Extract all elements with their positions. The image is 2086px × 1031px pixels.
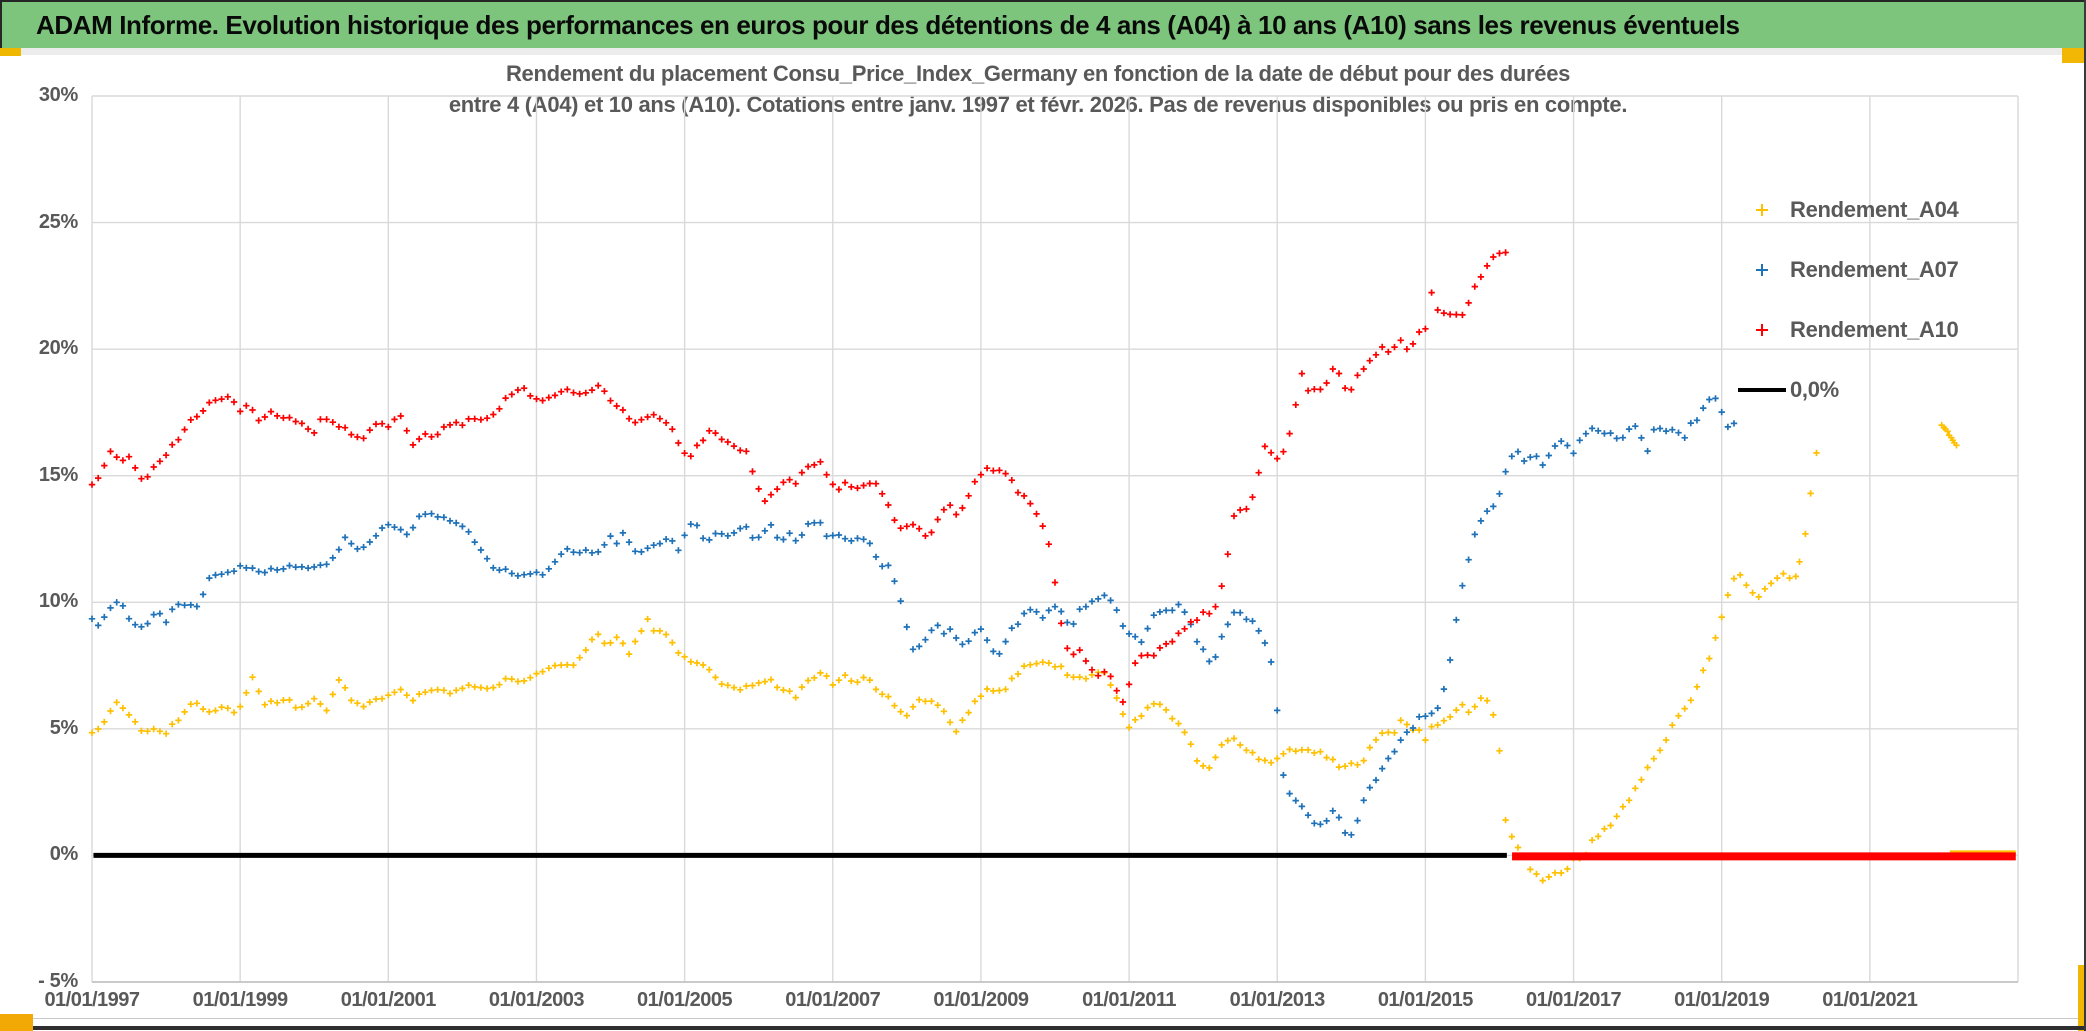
- y-tick-label: 0%: [49, 843, 79, 866]
- Rendement_A04-markers: [88, 570, 1799, 884]
- Rendement_A10-markers: [88, 249, 1509, 706]
- legend-label: Rendement_A07: [1790, 257, 1959, 282]
- legend-plus-marker-icon: [1756, 264, 1768, 276]
- y-tick-label: 15%: [38, 463, 78, 486]
- x-tick-label: 01/01/1999: [192, 989, 289, 1011]
- y-tick-label: 25%: [38, 210, 78, 233]
- legend-label: Rendement_A04: [1790, 197, 1959, 222]
- legend-line-swatch: [1738, 388, 1786, 392]
- Rendement_A04-markers: [1938, 421, 1960, 449]
- legend-item-rendement-a07[interactable]: Rendement_A07: [1736, 256, 1959, 284]
- legend-plus-marker-icon: [1756, 324, 1768, 336]
- x-tick-label: 01/01/2009: [933, 989, 1029, 1011]
- x-tick-label: 01/01/2017: [1525, 989, 1622, 1011]
- y-tick-label: 30%: [38, 84, 78, 106]
- window-right-border: [2084, 0, 2086, 1031]
- x-tick-label: 01/01/2001: [340, 989, 437, 1011]
- gold-accent-bottom-right: [2078, 965, 2085, 1031]
- x-tick-label: 01/01/2021: [1822, 989, 1918, 1011]
- legend-item-rendement-a04[interactable]: Rendement_A04: [1736, 196, 1959, 224]
- gold-accent-bottom-left: [0, 1014, 33, 1031]
- legend-item-rendement-a10[interactable]: Rendement_A10: [1736, 316, 1959, 344]
- x-tick-label: 01/01/2007: [785, 989, 881, 1011]
- x-tick-label: 01/01/2011: [1082, 989, 1177, 1011]
- Rendement_A07-markers: [88, 395, 1738, 838]
- report-header-bar: ADAM Informe. Evolution historique des p…: [2, 2, 2084, 48]
- chart-subtitle-line1: Rendement du placement Consu_Price_Index…: [505, 61, 1571, 86]
- y-tick-label: 5%: [49, 716, 79, 739]
- header-underline-strip: [0, 48, 2086, 55]
- Rendement_A04-markers: [1796, 449, 1820, 565]
- window-bottom-border: [33, 1026, 2086, 1030]
- legend-label: 0,0%: [1790, 377, 1839, 402]
- window-left-border: [0, 0, 2, 54]
- legend-item-0-0-[interactable]: 0,0%: [1736, 376, 1839, 404]
- window-top-border: [0, 0, 2086, 2]
- x-tick-label: 01/01/2015: [1377, 989, 1474, 1011]
- x-tick-label: 01/01/2003: [488, 989, 585, 1011]
- y-tick-label: 20%: [38, 337, 78, 360]
- gold-accent-left: [0, 48, 21, 56]
- y-tick-label: 10%: [38, 590, 78, 613]
- x-tick-label: 01/01/2005: [637, 989, 733, 1011]
- x-tick-label: 01/01/2013: [1229, 989, 1326, 1011]
- report-title: ADAM Informe. Evolution historique des p…: [36, 9, 1740, 40]
- legend-plus-marker-icon: [1756, 204, 1768, 216]
- legend-label: Rendement_A10: [1790, 317, 1959, 342]
- y-tick-label: - 5%: [38, 970, 78, 992]
- x-tick-label: 01/01/1997: [44, 989, 140, 1011]
- x-tick-label: 01/01/2019: [1674, 989, 1770, 1011]
- bottom-gray-rule: [0, 1018, 2086, 1019]
- gold-accent-top-right: [2062, 48, 2084, 63]
